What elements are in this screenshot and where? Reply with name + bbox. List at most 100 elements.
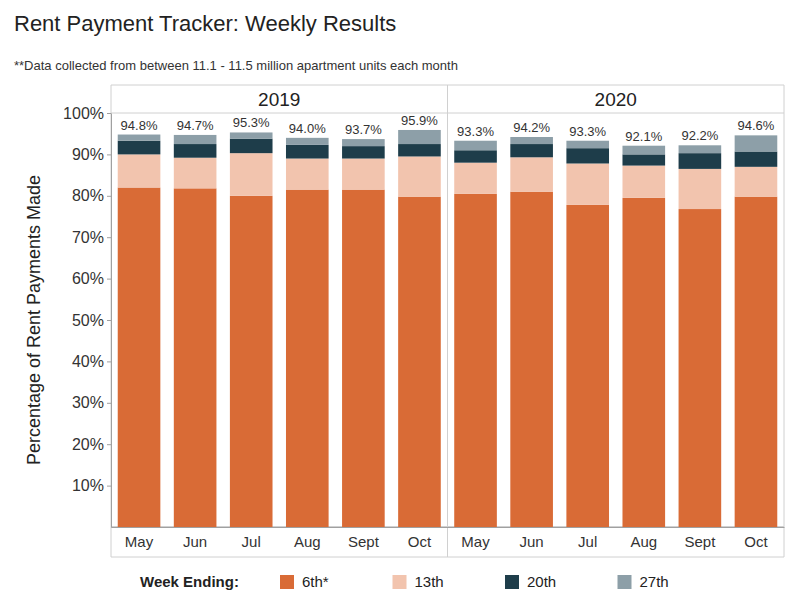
y-axis: 10% 20% 30% 40% 50% 60% 70% 80% 90% 100%	[63, 105, 111, 528]
x-tick: Jul	[242, 527, 261, 550]
bar-segment	[622, 154, 665, 165]
x-tick-label: Aug	[294, 533, 321, 550]
y-tick: 50%	[72, 312, 111, 329]
bar-segment	[735, 152, 778, 167]
bar-segment	[286, 145, 329, 159]
y-tick-mark	[107, 279, 111, 280]
bar-segment	[118, 135, 161, 141]
bar-segment	[510, 157, 553, 191]
y-tick-label: 40%	[72, 353, 104, 370]
bar-segment	[454, 150, 497, 162]
x-tick-label: Jun	[183, 533, 207, 550]
bar-segment	[342, 190, 385, 527]
x-tick-label: May	[461, 533, 490, 550]
bar-segment	[398, 144, 441, 156]
total-label: 92.1%	[625, 129, 662, 144]
bars	[454, 135, 777, 527]
frame-line	[447, 85, 448, 557]
bar-segment	[454, 163, 497, 194]
x-axis-line	[448, 527, 785, 528]
frame-line	[784, 85, 785, 557]
y-tick-label: 100%	[63, 105, 104, 122]
bar-segment	[286, 138, 329, 145]
total-label: 94.8%	[121, 118, 158, 133]
bar-segment	[679, 145, 722, 153]
bar-segment	[510, 144, 553, 157]
bar-segment	[230, 139, 273, 153]
x-tick: Sept	[348, 527, 380, 550]
x-tick-label: May	[125, 533, 154, 550]
y-tick: 90%	[72, 146, 111, 163]
y-tick: 20%	[72, 436, 111, 453]
chart: Rent Payment Tracker: Weekly Results**Da…	[0, 0, 799, 599]
y-tick-label: 20%	[72, 436, 104, 453]
bar-segment	[230, 153, 273, 196]
y-tick-mark	[107, 154, 111, 155]
bar-segment	[566, 205, 609, 527]
x-axis-line	[112, 527, 449, 528]
total-label: 94.0%	[289, 121, 326, 136]
x-tick-label: Aug	[630, 533, 657, 550]
legend-title: Week Ending:	[140, 573, 239, 590]
bar-segment	[735, 135, 778, 151]
bar-segment	[679, 209, 722, 527]
total-label: 94.6%	[738, 118, 775, 133]
bar-segment	[342, 159, 385, 190]
panel-title: 2020	[595, 89, 637, 110]
total-labels: 94.8%94.7%95.3%94.0%93.7%95.9%	[121, 113, 439, 137]
x-tick: Jul	[578, 527, 597, 550]
bar-segment	[566, 164, 609, 205]
total-label: 93.7%	[345, 122, 382, 137]
total-label: 93.3%	[457, 124, 494, 139]
total-label: 95.9%	[401, 113, 438, 128]
y-tick-mark	[107, 403, 111, 404]
title: Rent Payment Tracker: Weekly Results	[14, 11, 396, 36]
y-tick: 100%	[63, 105, 111, 122]
bar-segment	[118, 154, 161, 187]
y-tick-mark	[107, 320, 111, 321]
bar-segment	[286, 159, 329, 190]
bar-segment	[622, 146, 665, 155]
bar-segment	[174, 135, 217, 144]
legend-swatch	[505, 575, 519, 589]
bar-segment	[230, 196, 273, 527]
y-tick: 30%	[72, 394, 111, 411]
x-tick: Aug	[630, 527, 657, 550]
bar-segment	[566, 148, 609, 163]
bar-segment	[622, 198, 665, 527]
y-tick: 80%	[72, 187, 111, 204]
legend-label: 13th	[415, 573, 444, 590]
y-tick-mark	[107, 444, 111, 445]
bar-segment	[679, 153, 722, 169]
legend-label: 6th*	[302, 573, 329, 590]
x-axis: May Jun Jul Aug Sept Oct	[112, 527, 449, 550]
y-tick-mark	[107, 237, 111, 238]
bar-segment	[174, 158, 217, 189]
y-tick: 40%	[72, 353, 111, 370]
x-tick: Aug	[294, 527, 321, 550]
y-tick-label: 30%	[72, 394, 104, 411]
y-tick: 10%	[72, 477, 111, 494]
bar-segment	[342, 139, 385, 146]
bar-segment	[398, 130, 441, 144]
frame	[111, 85, 784, 557]
bar-segment	[398, 156, 441, 196]
bar-segment	[118, 141, 161, 155]
x-tick-label: Jun	[520, 533, 544, 550]
legend-swatch	[393, 575, 407, 589]
y-tick-label: 70%	[72, 229, 104, 246]
bar-segment	[510, 192, 553, 527]
x-tick: Oct	[408, 527, 432, 550]
bar-segment	[286, 190, 329, 527]
bars	[118, 130, 441, 527]
bar-segment	[342, 146, 385, 158]
total-label: 94.2%	[513, 120, 550, 135]
x-tick: Oct	[744, 527, 768, 550]
y-axis-line	[111, 114, 112, 528]
total-labels: 93.3%94.2%93.3%92.1%92.2%94.6%	[457, 118, 775, 143]
y-tick: 60%	[72, 270, 111, 287]
bar-segment	[679, 169, 722, 209]
bar-segment	[118, 188, 161, 527]
x-tick: May	[461, 527, 490, 550]
y-tick-mark	[107, 361, 111, 362]
